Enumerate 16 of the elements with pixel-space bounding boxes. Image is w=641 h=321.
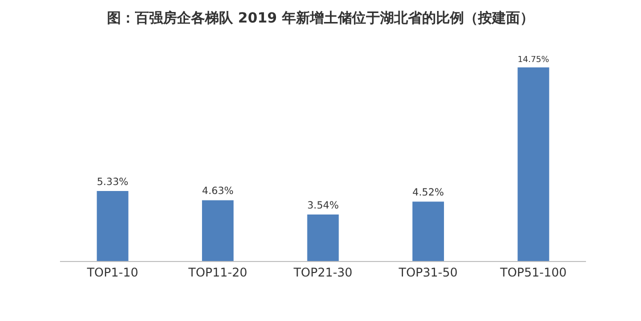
bar [96,191,128,261]
data-label: 14.75% [518,54,550,64]
x-tick-label: TOP1-10 [86,265,138,280]
data-label: 4.52% [412,188,444,199]
data-label: 4.63% [202,186,234,198]
bar [202,200,234,261]
data-label: 5.33% [96,176,128,188]
bar [307,214,339,261]
chart-title: 图：百强房企各梯队 2019 年新增土储位于湖北省的比例（按建面） [107,10,534,27]
x-tick-label: TOP21-30 [292,265,352,280]
bar [518,67,550,261]
x-tick-label: TOP11-20 [187,265,248,280]
data-label: 3.54% [307,200,339,212]
bar [412,202,444,261]
x-tick-label: TOP51-100 [499,265,567,280]
x-tick-label: TOP31-50 [398,265,458,280]
